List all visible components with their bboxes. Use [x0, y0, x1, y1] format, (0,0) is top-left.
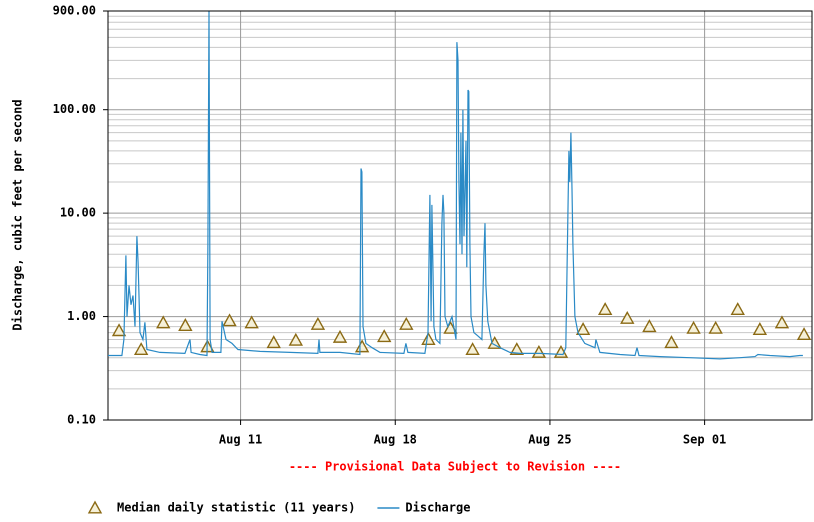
median-marker	[796, 327, 812, 341]
median-marker	[708, 320, 723, 334]
median-marker	[421, 332, 436, 346]
median-marker	[244, 315, 259, 329]
median-marker	[597, 302, 613, 316]
y-axis-title: Discharge, cubic feet per second	[11, 99, 25, 330]
median-marker	[465, 342, 480, 356]
median-marker	[399, 316, 414, 330]
median-marker	[575, 322, 591, 335]
median-marker	[664, 335, 679, 349]
median-marker	[156, 315, 171, 329]
median-marker	[620, 310, 635, 324]
y-tick-label: 1.00	[67, 309, 96, 323]
median-marker	[686, 320, 701, 334]
median-marker	[774, 315, 790, 329]
median-marker	[133, 342, 149, 356]
discharge-line	[108, 11, 803, 360]
legend-marker	[87, 500, 103, 514]
median-marker	[111, 323, 127, 337]
median-marker	[222, 313, 237, 327]
median-marker	[531, 344, 547, 358]
median-marker	[377, 329, 392, 343]
y-tick-label: 100.00	[53, 102, 96, 116]
legend-label: Median daily statistic (11 years)	[117, 501, 355, 515]
plot-frame	[107, 10, 813, 421]
median-marker	[730, 302, 745, 316]
provisional-note: ---- Provisional Data Subject to Revisio…	[289, 460, 621, 474]
legend-label: Discharge	[405, 501, 470, 515]
x-tick-label: Aug 18	[374, 433, 417, 447]
median-marker	[288, 332, 304, 346]
x-tick-label: Aug 25	[528, 433, 571, 447]
median-marker	[752, 322, 768, 335]
median-marker	[332, 329, 348, 343]
median-marker	[266, 335, 281, 349]
x-tick-label: Aug 11	[219, 433, 262, 447]
y-tick-label: 0.10	[67, 413, 96, 427]
x-tick-label: Sep 01	[683, 433, 726, 447]
median-marker	[178, 318, 193, 331]
median-marker	[509, 342, 524, 356]
median-marker	[354, 339, 370, 353]
median-marker	[310, 316, 326, 330]
y-tick-label: 10.00	[60, 206, 96, 220]
y-tick-label: 900.00	[53, 4, 96, 18]
median-marker	[642, 319, 657, 333]
